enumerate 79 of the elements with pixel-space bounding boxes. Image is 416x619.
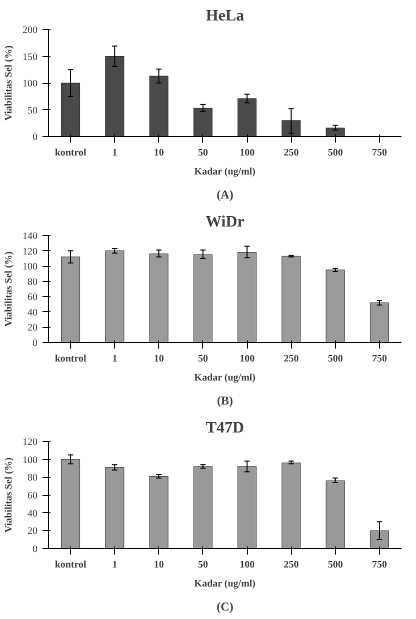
x-tick-label: 100	[240, 560, 255, 570]
y-tick-label: 60	[28, 292, 38, 304]
y-tick-label: 120	[22, 437, 38, 448]
y-tick-label: 20	[28, 322, 38, 334]
chart-title: T47D	[206, 420, 244, 436]
bar	[238, 252, 257, 342]
y-tick-label: 40	[28, 307, 38, 318]
x-tick-label: 750	[372, 560, 387, 570]
x-tick-label: 100	[240, 148, 255, 158]
x-tick-label: 10	[154, 354, 164, 364]
x-tick-label: 50	[198, 148, 208, 158]
y-tick-label: 150	[22, 52, 38, 63]
bar	[105, 467, 124, 548]
y-tick-label: 80	[28, 472, 38, 484]
x-tick-label: 1	[112, 148, 118, 158]
text: (A)	[216, 188, 234, 202]
bar	[61, 256, 80, 342]
x-tick-label: kontrol	[54, 148, 87, 158]
chart-title: HeLa	[206, 8, 244, 24]
y-tick-label: 0	[32, 338, 38, 349]
bar	[149, 76, 168, 136]
y-tick-label: 60	[28, 490, 38, 502]
bar	[326, 480, 345, 548]
bar	[282, 120, 301, 136]
y-tick-label: 0	[32, 544, 38, 555]
x-tick-label: 500	[328, 148, 343, 158]
bar	[370, 302, 389, 342]
text: (C)	[216, 600, 234, 614]
bar	[193, 108, 212, 136]
x-tick-label: 500	[328, 560, 343, 570]
bar	[193, 466, 212, 548]
x-tick-label: 1	[112, 354, 118, 364]
y-tick-label: 140	[22, 231, 38, 242]
x-tick-label: 50	[198, 354, 208, 364]
bar	[105, 56, 124, 136]
bar	[149, 254, 168, 342]
y-tick-label: 120	[22, 246, 38, 258]
x-axis-title: Kadar (ug/ml)	[194, 578, 256, 590]
y-tick-label: 200	[22, 25, 38, 36]
x-axis-title: Kadar (ug/ml)	[194, 166, 256, 178]
x-tick-label: 750	[372, 148, 387, 158]
x-tick-label: 250	[284, 354, 299, 364]
x-axis-title: Kadar (ug/ml)	[194, 372, 256, 384]
x-tick-label: 50	[198, 560, 208, 570]
x-tick-label: kontrol	[54, 560, 87, 570]
x-tick-label: kontrol	[54, 354, 87, 364]
y-tick-label: 40	[28, 508, 38, 520]
bar	[238, 98, 257, 136]
bar	[326, 128, 345, 136]
x-tick-label: 250	[284, 560, 299, 570]
bar	[193, 254, 212, 342]
bar	[149, 476, 168, 548]
x-tick-label: 250	[284, 148, 299, 158]
bar	[238, 466, 257, 548]
x-tick-label: 10	[154, 148, 164, 158]
x-tick-label: 100	[240, 354, 255, 364]
y-tick-label: 100	[22, 454, 38, 466]
y-axis-title: Viabilitas Sel (%)	[4, 45, 14, 121]
x-tick-label: 1	[112, 560, 118, 570]
bar	[61, 82, 80, 136]
bar	[282, 462, 301, 548]
bar	[370, 530, 389, 548]
y-axis-title: Viabilitas Sel (%)	[4, 251, 14, 327]
x-tick-label: 750	[372, 354, 387, 364]
y-tick-label: 50	[28, 105, 38, 116]
y-tick-label: 20	[28, 526, 38, 538]
x-tick-label: 500	[328, 354, 343, 364]
y-axis-title: Viabilitas Sel (%)	[4, 457, 14, 533]
text: (B)	[217, 394, 233, 408]
bar	[282, 256, 301, 342]
y-tick-label: 80	[28, 276, 38, 288]
bar	[326, 270, 345, 342]
bar	[61, 459, 80, 548]
x-tick-label: 10	[154, 560, 164, 570]
y-tick-label: 100	[22, 78, 38, 90]
bar	[105, 250, 124, 342]
y-tick-label: 100	[22, 262, 38, 273]
y-tick-label: 0	[32, 132, 38, 143]
chart-title: WiDr	[206, 214, 244, 230]
